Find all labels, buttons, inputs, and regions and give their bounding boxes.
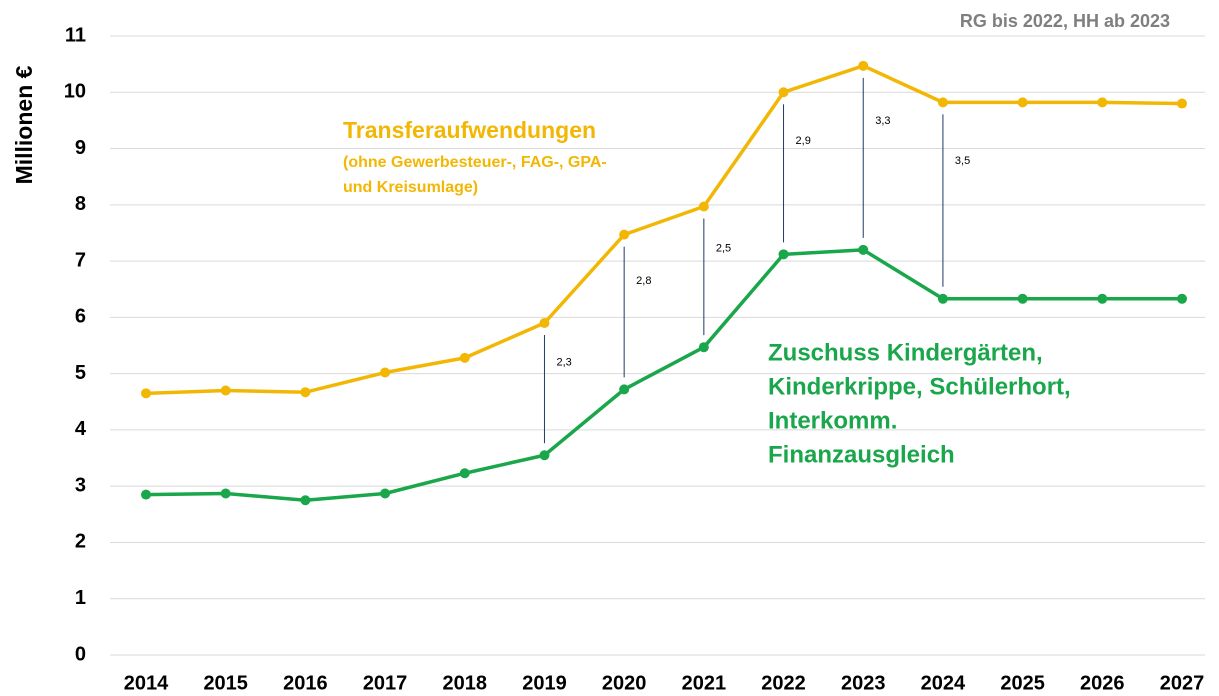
x-tick-label: 2023 xyxy=(841,672,886,694)
series-label: Kinderkrippe, Schülerhort, xyxy=(768,373,1071,400)
x-tick-label: 2021 xyxy=(682,672,727,694)
x-tick-label: 2014 xyxy=(124,672,169,694)
data-point xyxy=(778,249,789,260)
series-label: Transferaufwendungen xyxy=(343,117,596,143)
data-point xyxy=(300,387,311,398)
y-tick-label: 7 xyxy=(75,249,86,271)
series-line xyxy=(145,64,1183,396)
data-point xyxy=(778,87,789,98)
x-tick-label: 2016 xyxy=(283,672,328,694)
y-tick-label: 3 xyxy=(75,474,86,496)
data-point xyxy=(141,489,151,500)
y-tick-label: 0 xyxy=(75,643,86,665)
data-point xyxy=(380,488,391,499)
series-line xyxy=(145,248,1182,502)
data-point xyxy=(459,468,470,479)
y-tick-label: 8 xyxy=(75,193,86,215)
data-point xyxy=(220,385,231,396)
data-point xyxy=(858,60,869,71)
x-tick-label: 2025 xyxy=(1000,672,1045,694)
data-point xyxy=(539,317,550,328)
data-point xyxy=(619,229,630,240)
data-point xyxy=(141,388,151,399)
difference-label: 2,8 xyxy=(636,275,651,287)
data-point xyxy=(1177,293,1187,304)
y-tick-label: 1 xyxy=(75,587,86,609)
y-tick-label: 6 xyxy=(75,306,86,328)
data-point xyxy=(1017,97,1028,108)
x-tick-label: 2020 xyxy=(602,672,647,694)
series-label: Finanzausgleich xyxy=(768,441,955,468)
y-tick-label: 9 xyxy=(75,137,86,159)
series-label: Interkomm. xyxy=(768,407,897,434)
series-label: Zuschuss Kindergärten, xyxy=(768,339,1043,366)
x-tick-label: 2022 xyxy=(761,672,806,694)
y-tick-label: 2 xyxy=(75,531,86,553)
series-note: und Kreisumlage) xyxy=(343,179,478,196)
data-point xyxy=(1097,97,1108,108)
data-point xyxy=(937,97,948,108)
data-point xyxy=(858,244,869,255)
x-tick-label: 2024 xyxy=(921,672,966,694)
difference-label: 2,5 xyxy=(716,243,731,255)
data-point xyxy=(539,450,550,461)
data-point xyxy=(698,201,709,212)
data-point xyxy=(220,488,231,499)
data-point xyxy=(698,342,709,353)
data-point xyxy=(1177,98,1187,109)
x-tick-label: 2026 xyxy=(1080,672,1125,694)
difference-label: 3,3 xyxy=(875,115,890,127)
x-tick-label: 2019 xyxy=(522,672,567,694)
y-tick-label: 10 xyxy=(64,81,86,103)
data-point xyxy=(619,384,630,395)
series-note: (ohne Gewerbesteuer-, FAG-, GPA- xyxy=(343,154,607,171)
difference-label: 2,9 xyxy=(796,135,811,147)
x-tick-label: 2017 xyxy=(363,672,408,694)
y-tick-label: 11 xyxy=(65,24,86,46)
y-tick-label: 4 xyxy=(75,418,87,440)
data-point xyxy=(300,495,311,506)
data-point xyxy=(380,367,391,378)
data-point xyxy=(1017,293,1028,304)
difference-label: 3,5 xyxy=(955,155,970,167)
x-tick-label: 2018 xyxy=(443,672,488,694)
data-point xyxy=(937,293,948,304)
chart-note: RG bis 2022, HH ab 2023 xyxy=(960,11,1170,31)
data-point xyxy=(459,352,470,363)
x-tick-label: 2027 xyxy=(1160,672,1205,694)
x-tick-label: 2015 xyxy=(203,672,248,694)
y-axis-label: Millionen € xyxy=(11,65,37,184)
data-point xyxy=(1097,293,1108,304)
difference-label: 2,3 xyxy=(556,357,571,369)
y-tick-label: 5 xyxy=(75,362,86,384)
